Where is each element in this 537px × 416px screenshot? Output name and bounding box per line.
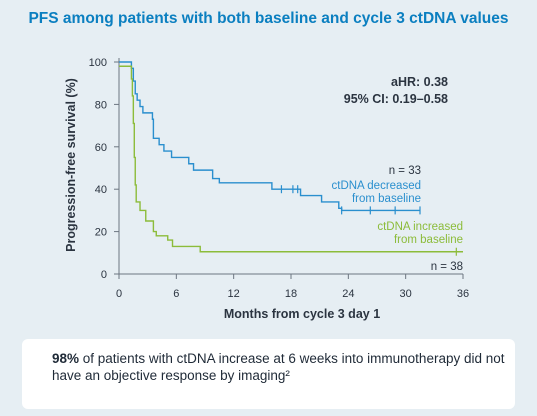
labels-layer: aHR: 0.38 95% CI: 0.19–0.58 n = 33 ctDNA de… [332,75,464,273]
chart-title: PFS among patients with both baseline an… [28,10,509,27]
y-tick-label: 100 [89,57,107,69]
y-tick-label: 0 [101,269,107,281]
y-tick-label: 20 [95,227,107,239]
note-text: of patients with ctDNA increase at 6 wee… [52,351,505,383]
response-note: 98% of patients with ctDNA increase at 6… [22,339,515,409]
x-tick-label: 0 [116,288,122,300]
axes: 0 20 40 60 80 100 0 6 12 18 24 30 36 Months from cycl… [64,57,469,321]
increased-legend-line1: ctDNA increased [377,221,463,233]
y-tick-label: 80 [95,99,107,111]
series-increased [119,65,463,256]
n-decreased-label: n = 33 [389,165,421,177]
increased-legend-line2: from baseline [394,234,463,246]
y-tick-label: 40 [95,184,107,196]
decreased-legend-line2: from baseline [352,193,421,205]
x-tick-label: 36 [457,288,469,300]
x-tick-label: 30 [400,288,412,300]
ahr-label: aHR: 0.38 [391,75,448,89]
note-highlight: 98% [52,351,80,366]
x-axis-title: Months from cycle 3 day 1 [224,307,380,321]
y-axis-title: Progression-free survival (%) [64,78,78,252]
pfs-chart: 0 20 40 60 80 100 0 6 12 18 24 30 36 Months from cycl… [64,57,469,321]
series-layer [119,61,463,256]
y-tick-label: 60 [95,142,107,154]
survival-curve [119,65,463,253]
x-tick-label: 24 [342,288,354,300]
x-tick-label: 12 [228,288,240,300]
ci-label: 95% CI: 0.19–0.58 [344,92,448,106]
series-decreased [119,61,421,215]
n-increased-label: n = 38 [431,261,463,273]
x-tick-label: 18 [285,288,297,300]
x-tick-label: 6 [173,288,179,300]
decreased-legend-line1: ctDNA decreased [332,180,422,192]
survival-curve [119,61,420,212]
